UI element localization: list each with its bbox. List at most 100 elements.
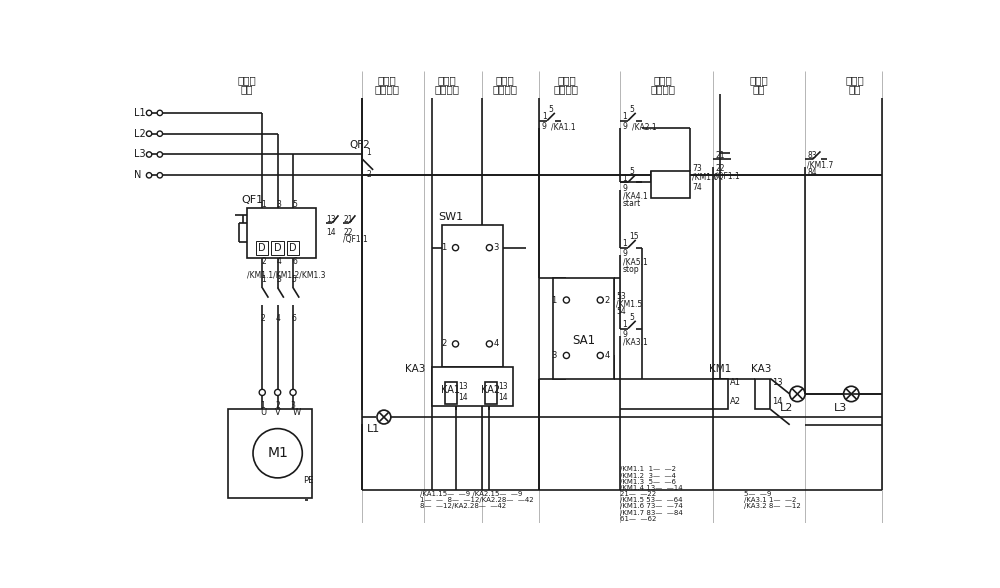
Text: 3: 3 — [493, 243, 499, 252]
Text: 三相泵: 三相泵 — [557, 75, 576, 85]
Text: 1: 1 — [623, 239, 627, 248]
Bar — [445, 382, 457, 404]
Text: KM1: KM1 — [709, 365, 731, 375]
Text: /KA3.2 8—  —12: /KA3.2 8— —12 — [744, 503, 800, 509]
Text: 运行: 运行 — [849, 84, 861, 94]
Text: 三相泵: 三相泵 — [438, 75, 456, 85]
Text: 三相泵: 三相泵 — [750, 75, 768, 85]
Text: QF1: QF1 — [241, 195, 264, 205]
Text: 电源指示: 电源指示 — [374, 84, 399, 94]
Text: 5: 5 — [630, 105, 634, 114]
Text: PE: PE — [303, 476, 313, 485]
Text: /KA2.1: /KA2.1 — [632, 122, 656, 131]
Text: 21: 21 — [343, 215, 353, 225]
Text: L1: L1 — [367, 423, 381, 433]
Text: A1: A1 — [730, 378, 741, 387]
Text: 83: 83 — [807, 151, 817, 160]
Text: SA1: SA1 — [572, 333, 595, 346]
Text: 3: 3 — [291, 401, 296, 410]
Bar — [442, 225, 503, 367]
Text: 2: 2 — [441, 339, 446, 349]
Text: D: D — [289, 243, 297, 253]
Text: /KA3.1: /KA3.1 — [623, 338, 647, 347]
Text: 4: 4 — [493, 339, 498, 349]
Text: 三相泵: 三相泵 — [846, 75, 865, 85]
Text: D: D — [258, 243, 266, 253]
Text: L2: L2 — [134, 129, 145, 139]
Text: 5: 5 — [292, 200, 297, 209]
Text: KA3: KA3 — [405, 365, 425, 375]
Text: 5: 5 — [549, 105, 554, 114]
Text: 5: 5 — [630, 313, 634, 322]
Text: stop: stop — [623, 265, 639, 274]
Bar — [651, 171, 690, 198]
Text: 9: 9 — [623, 330, 627, 339]
Text: 8—  —12/KA2.28—  —42: 8— —12/KA2.28— —42 — [420, 503, 506, 509]
Text: 9: 9 — [623, 122, 627, 131]
Text: 自动启动: 自动启动 — [650, 84, 675, 94]
Text: /KM1.4 13—  —14: /KM1.4 13— —14 — [620, 485, 683, 491]
Text: 自动模式: 自动模式 — [492, 84, 517, 94]
Bar — [713, 379, 728, 409]
Text: 13: 13 — [499, 382, 508, 391]
Text: 三相泵: 三相泵 — [495, 75, 514, 85]
Bar — [247, 208, 316, 258]
Text: /KM1.5: /KM1.5 — [616, 299, 643, 308]
Text: U: U — [260, 408, 266, 417]
Text: 4: 4 — [604, 351, 609, 360]
Text: /KM1.7: /KM1.7 — [807, 161, 834, 170]
Text: 13: 13 — [772, 378, 783, 387]
Text: 2: 2 — [275, 401, 280, 410]
Text: L2: L2 — [780, 403, 793, 413]
Text: 9: 9 — [623, 184, 627, 193]
Text: /KA4.1: /KA4.1 — [623, 192, 647, 201]
Bar — [485, 382, 497, 404]
Text: /KM1.6 73—  —74: /KM1.6 73— —74 — [620, 503, 683, 509]
Bar — [256, 242, 268, 255]
Text: /KM1.2  3—  —4: /KM1.2 3— —4 — [620, 473, 676, 479]
Text: D: D — [274, 243, 281, 253]
Text: KA1: KA1 — [441, 385, 460, 395]
Text: /KM1.1/KM1.2/KM1.3: /KM1.1/KM1.2/KM1.3 — [247, 270, 325, 279]
Text: L3: L3 — [834, 403, 847, 413]
Text: 14: 14 — [772, 397, 782, 406]
Text: 三相泵: 三相泵 — [653, 75, 672, 85]
Text: 1: 1 — [261, 276, 265, 285]
Text: 74: 74 — [692, 183, 702, 192]
Text: 2: 2 — [261, 314, 265, 323]
Text: 1: 1 — [542, 112, 547, 121]
Text: 三相泵: 三相泵 — [378, 75, 396, 85]
Text: 73: 73 — [692, 164, 702, 173]
Text: 22: 22 — [715, 164, 725, 173]
Text: /KM1.3  5—  —6: /KM1.3 5— —6 — [620, 479, 676, 485]
Text: 9: 9 — [623, 249, 627, 258]
Text: 2: 2 — [604, 296, 609, 305]
Text: 1—  —  8—  —12/KA2.28—  —42: 1— — 8— —12/KA2.28— —42 — [420, 497, 534, 503]
Text: /KM1.7 83—  —84: /KM1.7 83— —84 — [620, 510, 683, 516]
Bar — [287, 242, 299, 255]
Text: 9: 9 — [542, 122, 547, 131]
Text: 61—  —62: 61— —62 — [620, 516, 657, 522]
Text: SW1: SW1 — [438, 212, 463, 222]
Text: /KM1.5 53—  —64: /KM1.5 53— —64 — [620, 497, 683, 503]
Text: 5: 5 — [630, 167, 634, 176]
Text: 1: 1 — [441, 243, 446, 252]
Text: /QF1.1: /QF1.1 — [343, 235, 368, 245]
Text: 22: 22 — [343, 228, 353, 237]
Text: 5: 5 — [292, 276, 296, 285]
Text: 2: 2 — [261, 257, 266, 266]
Text: 21—  —22: 21— —22 — [620, 491, 656, 497]
Text: 1: 1 — [260, 401, 265, 410]
Text: 手动模式: 手动模式 — [435, 84, 460, 94]
Text: 1: 1 — [366, 148, 371, 158]
Text: /QF1.1: /QF1.1 — [715, 172, 740, 181]
Text: /KA1.1: /KA1.1 — [551, 122, 576, 131]
Text: 3: 3 — [551, 351, 556, 360]
Text: 1: 1 — [623, 320, 627, 329]
Text: 1: 1 — [623, 112, 627, 121]
Text: 6: 6 — [292, 257, 297, 266]
Text: 13: 13 — [459, 382, 468, 391]
Text: N: N — [134, 171, 141, 181]
Bar — [553, 279, 614, 379]
Bar — [271, 242, 284, 255]
